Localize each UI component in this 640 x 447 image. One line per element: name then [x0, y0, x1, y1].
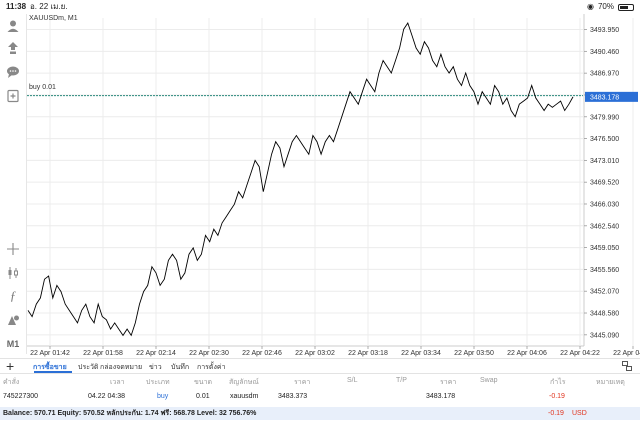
y-tick-label: 3459.050	[590, 245, 619, 252]
buy-sell-icon[interactable]	[5, 40, 21, 56]
y-tick-label: 3466.030	[590, 201, 619, 208]
tab-history[interactable]: ประวัติ	[78, 364, 99, 371]
order-symbol: xauusdm	[230, 393, 259, 400]
col-symbol: สัญลักษณ์	[229, 379, 259, 386]
objects-icon[interactable]	[5, 312, 21, 328]
y-tick-label: 3469.520	[590, 180, 619, 187]
tab-mailbox[interactable]: กล่องจดหมาย	[100, 364, 143, 371]
tab-news[interactable]: ข่าว	[149, 364, 162, 371]
col-sl: S/L	[347, 377, 358, 384]
y-tick-label: 3452.070	[590, 289, 619, 296]
order-open-price: 3483.373	[278, 393, 308, 400]
col-price: ราคา	[294, 379, 311, 386]
col-volume: ขนาด	[194, 379, 213, 386]
tab-journal[interactable]: บันทึก	[171, 364, 190, 371]
profit-currency: USD	[572, 410, 587, 417]
status-date: อ. 22 เม.ย.	[30, 2, 68, 11]
col-order: คำสั่ง	[3, 379, 20, 386]
x-tick-label: 22 Apr 03:34	[401, 350, 441, 357]
order-id: 745227300	[3, 393, 39, 400]
order-profit: -0.19	[549, 393, 565, 400]
y-tick-label: 3493.950	[590, 27, 619, 34]
x-tick-label: 22 Apr 04:22	[560, 350, 600, 357]
status-right: ◉ 70%	[587, 0, 634, 14]
y-tick-label: 3476.500	[590, 136, 619, 143]
x-tick-label: 22 Apr 04:06	[507, 350, 547, 357]
total-profit: -0.19	[548, 410, 564, 417]
order-time: 04.22 04:38	[88, 393, 125, 400]
table-row[interactable]: 745227300 04.22 04:38 buy 0.01 xauusdm 3…	[0, 393, 640, 404]
x-tick-label: 22 Apr 01:42	[30, 350, 70, 357]
y-tick-label: 3486.970	[590, 71, 619, 78]
price-series-line	[27, 21, 574, 337]
chart-area[interactable]: 3493.9503490.4603486.9703483.4803479.990…	[27, 14, 640, 358]
layout-icon[interactable]	[622, 361, 632, 371]
col-profit: กำไร	[550, 379, 566, 386]
y-tick-label: 3445.090	[590, 332, 619, 339]
y-tick-label: 3462.540	[590, 223, 619, 230]
status-time: 11:38	[6, 2, 27, 11]
battery-percent: 70%	[597, 2, 614, 11]
crosshair-icon[interactable]	[5, 241, 21, 257]
indicator-icon[interactable]: ƒ	[9, 288, 17, 303]
battery-fill	[620, 5, 629, 9]
current-price-tag-bg	[585, 91, 638, 102]
status-bar: 11:38 อ. 22 เม.ย. ◉ 70%	[0, 0, 640, 14]
chart-symbol: XAUUSDm, M1	[29, 15, 78, 22]
add-tab-button[interactable]: +	[6, 358, 15, 374]
x-tick-label: 22 Apr 03:50	[454, 350, 494, 357]
balance-summary: Balance: 570.71 Equity: 570.52 หลักประกั…	[3, 410, 257, 417]
col-swap: Swap	[480, 377, 498, 384]
x-tick-label: 22 Apr 03:18	[348, 350, 388, 357]
y-tick-label: 3455.560	[590, 267, 619, 274]
add-window-icon[interactable]	[5, 88, 21, 104]
order-line-label[interactable]: buy 0.01	[29, 84, 56, 91]
y-tick-label: 3479.990	[590, 114, 619, 121]
x-tick-label: 22 Apr 02:46	[242, 350, 282, 357]
col-tp: T/P	[396, 377, 407, 384]
x-tick-label: 22 Apr 04:38	[613, 350, 640, 357]
left-toolbar: ƒ M1	[0, 14, 27, 354]
x-tick-label: 22 Apr 02:30	[189, 350, 229, 357]
x-tick-label: 22 Apr 02:14	[136, 350, 176, 357]
candles-icon[interactable]	[5, 265, 21, 281]
timeframe-button[interactable]: M1	[6, 339, 20, 349]
wifi-icon: ◉	[587, 2, 594, 11]
tab-settings[interactable]: การตั้งค่า	[197, 364, 226, 371]
chat-icon[interactable]	[5, 64, 21, 80]
col-type: ประเภท	[146, 379, 170, 386]
col-current-price: ราคา	[440, 379, 457, 386]
price-chart[interactable]: 3493.9503490.4603486.9703483.4803479.990…	[27, 14, 640, 358]
balance-bar: Balance: 570.71 Equity: 570.52 หลักประกั…	[0, 407, 640, 420]
order-type: buy	[157, 393, 169, 400]
x-tick-label: 22 Apr 03:02	[295, 350, 335, 357]
y-tick-label: 3473.010	[590, 158, 619, 165]
active-tab-underline	[34, 371, 72, 373]
battery-icon	[618, 3, 634, 11]
col-comment: หมายเหตุ	[596, 379, 625, 386]
y-tick-label: 3448.580	[590, 311, 619, 318]
x-tick-label: 22 Apr 01:58	[83, 350, 123, 357]
toolbox-tabs: + การซื้อขาย ประวัติ กล่องจดหมาย ข่าว บั…	[0, 358, 640, 374]
order-current-price: 3483.178	[426, 393, 456, 400]
orders-header: คำสั่ง เวลา ประเภท ขนาด สัญลักษณ์ ราคา S…	[0, 377, 640, 388]
person-icon[interactable]	[5, 18, 21, 34]
order-volume: 0.01	[196, 393, 210, 400]
col-time: เวลา	[110, 379, 125, 386]
current-price-tag: 3483.178	[590, 94, 619, 101]
tab-trade[interactable]: การซื้อขาย	[33, 364, 67, 371]
y-tick-label: 3490.460	[590, 49, 619, 56]
